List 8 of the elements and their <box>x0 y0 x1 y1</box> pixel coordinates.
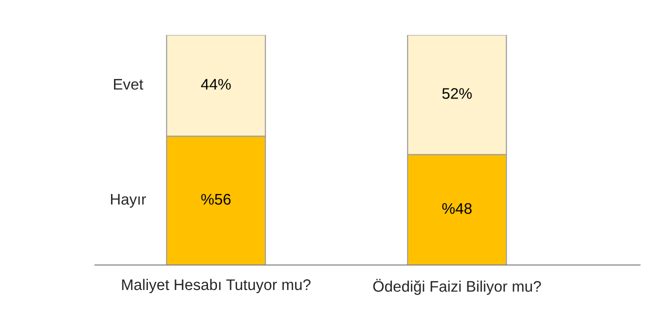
data-label: %48 <box>442 203 472 214</box>
x-tick-label: Ödediği Faizi Biliyor mu? <box>373 278 541 295</box>
data-label: 44% <box>201 78 231 90</box>
x-tick-label: Maliyet Hesabı Tutuyor mu? <box>122 278 311 294</box>
data-label: 52% <box>442 88 472 99</box>
data-label: %56 <box>201 194 231 205</box>
series-label: Hayır <box>111 194 146 208</box>
series-label: Evet <box>114 79 144 90</box>
